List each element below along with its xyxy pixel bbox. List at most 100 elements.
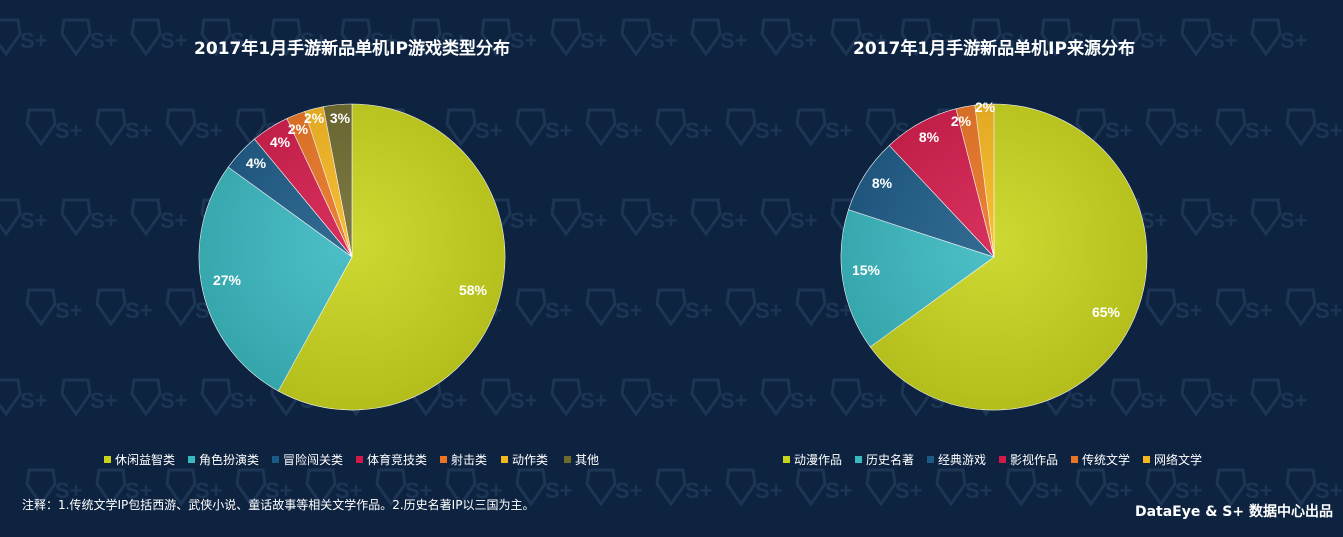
slice-label: 27% xyxy=(213,272,242,288)
watermark-text: S+ xyxy=(475,118,503,143)
watermark-text: S+ xyxy=(370,28,398,53)
legend-item[interactable]: 其他 xyxy=(564,453,599,467)
watermark-mark: S+ xyxy=(725,108,783,147)
legend-swatch xyxy=(188,456,195,463)
watermark-mark: S+ xyxy=(60,198,118,237)
watermark-mark: S+ xyxy=(60,378,118,417)
watermark-mark: S+ xyxy=(690,18,748,57)
watermark-mark: S+ xyxy=(795,468,853,507)
slice-label: 2% xyxy=(951,113,972,129)
watermark-text: S+ xyxy=(1070,388,1098,413)
watermark-text: S+ xyxy=(1245,118,1273,143)
watermark-mark: S+ xyxy=(585,108,643,147)
watermark-text: S+ xyxy=(1175,298,1203,323)
legend-label: 休闲益智类 xyxy=(115,452,175,467)
watermark-text: S+ xyxy=(55,478,83,503)
slice-label: 58% xyxy=(459,282,488,298)
legend-item[interactable]: 网络文学 xyxy=(1143,452,1202,467)
watermark-mark: S+ xyxy=(130,18,188,57)
watermark-text: S+ xyxy=(510,28,538,53)
watermark-mark: S+ xyxy=(60,18,118,57)
legend-item[interactable]: 体育竞技类 xyxy=(356,452,427,467)
legend-swatch xyxy=(783,456,790,463)
watermark-mark: S+ xyxy=(1040,18,1098,57)
watermark-mark: S+ xyxy=(760,18,818,57)
watermark-text: S+ xyxy=(685,478,713,503)
watermark-mark: S+ xyxy=(0,18,48,57)
slice-label: 2% xyxy=(975,99,996,115)
watermark-text: S+ xyxy=(860,28,888,53)
watermark-text: S+ xyxy=(790,28,818,53)
watermark-text: S+ xyxy=(755,118,783,143)
watermark-mark: S+ xyxy=(445,108,503,147)
watermark-mark: S+ xyxy=(480,18,538,57)
watermark-mark: S+ xyxy=(970,18,1028,57)
legend-item[interactable]: 射击类 xyxy=(440,452,487,467)
watermark-text: S+ xyxy=(55,298,83,323)
legend-item[interactable]: 经典游戏 xyxy=(927,453,986,467)
pie-slices xyxy=(840,103,1148,411)
slice-label: 8% xyxy=(919,129,940,145)
watermark-mark: S+ xyxy=(200,18,258,57)
watermark-mark: S+ xyxy=(620,378,678,417)
legend-item[interactable]: 传统文学 xyxy=(1071,452,1130,467)
watermark-text: S+ xyxy=(1210,28,1238,53)
legend-item[interactable]: 角色扮演类 xyxy=(188,452,259,467)
watermark-mark: S+ xyxy=(445,468,503,507)
watermark-text: S+ xyxy=(20,388,48,413)
watermark-text: S+ xyxy=(860,388,888,413)
chart-legend: 动漫作品 历史名著 经典游戏 影视作品 传统文学 网络文学 xyxy=(783,452,1202,467)
legend-item[interactable]: 冒险闯关类 xyxy=(272,452,343,467)
legend-item[interactable]: 动漫作品 xyxy=(783,453,842,467)
watermark-mark: S+ xyxy=(620,18,678,57)
legend-item[interactable]: 休闲益智类 xyxy=(104,452,175,467)
watermark-mark: S+ xyxy=(95,108,153,147)
watermark-text: S+ xyxy=(1245,478,1273,503)
watermark-text: S+ xyxy=(825,478,853,503)
watermark-mark: S+ xyxy=(1285,468,1343,507)
chart-title: 2017年1月手游新品单机IP来源分布 xyxy=(853,38,1135,59)
legend-label: 体育竞技类 xyxy=(367,452,427,467)
watermark-mark: S+ xyxy=(305,468,363,507)
slice-label: 4% xyxy=(270,134,291,150)
watermark-text: S+ xyxy=(790,388,818,413)
watermark-text: S+ xyxy=(90,388,118,413)
watermark-text: S+ xyxy=(195,118,223,143)
watermark-text: S+ xyxy=(685,298,713,323)
watermark-text: S+ xyxy=(230,28,258,53)
credit-text: DataEye & S+ 数据中心出品 xyxy=(1135,503,1333,520)
watermark-text: S+ xyxy=(335,478,363,503)
legend-item[interactable]: 影视作品 xyxy=(999,452,1058,467)
watermark-text: S+ xyxy=(510,388,538,413)
watermark-mark: S+ xyxy=(1250,18,1308,57)
watermark-mark: S+ xyxy=(25,468,83,507)
legend-item[interactable]: 动作类 xyxy=(501,453,548,467)
pie-slices xyxy=(198,103,506,411)
watermark-text: S+ xyxy=(160,28,188,53)
watermark-text: S+ xyxy=(1315,478,1343,503)
watermark-text: S+ xyxy=(510,208,538,233)
watermark-text: S+ xyxy=(195,478,223,503)
legend-label: 传统文学 xyxy=(1082,452,1130,467)
legend-item[interactable]: 历史名著 xyxy=(855,452,914,467)
watermark-mark: S+ xyxy=(760,378,818,417)
slice-label: 2% xyxy=(304,110,325,126)
watermark-text: S+ xyxy=(545,478,573,503)
watermark-text: S+ xyxy=(650,208,678,233)
watermark-text: S+ xyxy=(1315,298,1343,323)
watermark-mark: S+ xyxy=(25,108,83,147)
watermark-text: S+ xyxy=(1210,388,1238,413)
watermark-mark: S+ xyxy=(585,468,643,507)
watermark-text: S+ xyxy=(1315,118,1343,143)
watermark-mark: S+ xyxy=(340,18,398,57)
watermark-text: S+ xyxy=(20,28,48,53)
watermark-text: S+ xyxy=(615,478,643,503)
legend-label: 影视作品 xyxy=(1010,452,1058,467)
watermark-mark: S+ xyxy=(1215,288,1273,327)
watermark-mark: S+ xyxy=(1005,468,1063,507)
watermark-mark: S+ xyxy=(1215,468,1273,507)
legend-swatch xyxy=(1143,456,1150,463)
watermark-mark: S+ xyxy=(900,18,958,57)
watermark-mark: S+ xyxy=(1110,378,1168,417)
watermark-text: S+ xyxy=(580,208,608,233)
